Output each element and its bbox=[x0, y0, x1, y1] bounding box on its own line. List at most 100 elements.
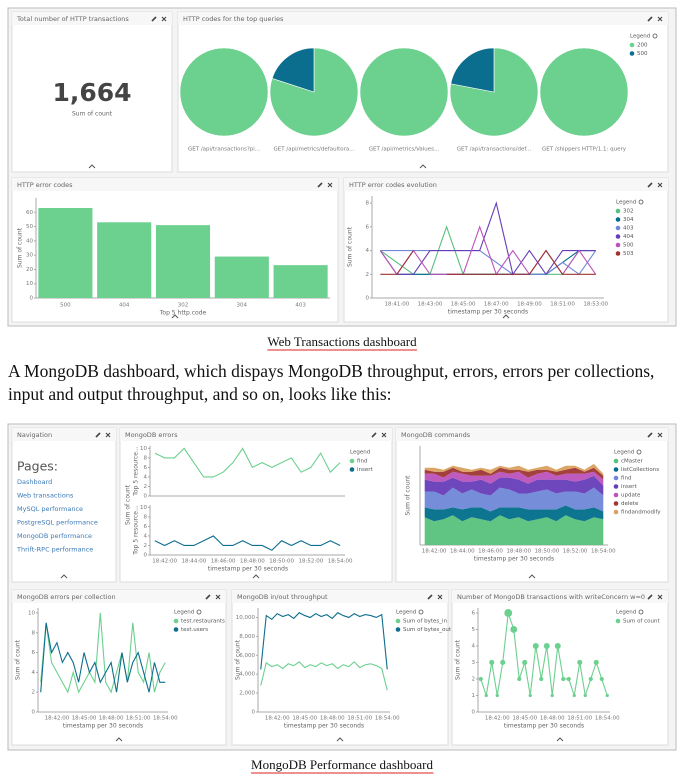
x-tick-label: 18:42:00 bbox=[45, 716, 70, 722]
y-tick-label: 2 bbox=[366, 272, 370, 278]
legend-swatch bbox=[613, 484, 619, 489]
legend-swatch bbox=[613, 475, 619, 481]
x-tick-label: 18:54:00 bbox=[595, 716, 620, 722]
legend-label[interactable]: Sum of count bbox=[623, 619, 660, 625]
legend-label[interactable]: update bbox=[621, 493, 641, 499]
legend-label[interactable]: 500 bbox=[623, 243, 634, 249]
nav-link[interactable]: Web transactions bbox=[17, 492, 74, 500]
x-tick-label: 18:42:00 bbox=[265, 716, 290, 722]
panel-title: MongoDB errors bbox=[125, 431, 178, 439]
y-tick-label: 10 bbox=[140, 505, 147, 511]
data-point bbox=[588, 676, 593, 682]
legend-label[interactable]: 302 bbox=[623, 209, 634, 215]
pie-slice bbox=[179, 47, 269, 137]
expand-icon bbox=[419, 164, 427, 169]
close-icon[interactable] bbox=[161, 16, 167, 22]
edit-icon[interactable] bbox=[371, 432, 377, 438]
legend-gear bbox=[196, 609, 202, 615]
y-tick-label: 8 bbox=[144, 514, 148, 520]
x-axis-label: timestamp per 30 seconds bbox=[208, 566, 288, 573]
edit-icon[interactable] bbox=[647, 16, 653, 22]
x-axis-label: timestamp per 30 seconds bbox=[284, 723, 364, 730]
legend-swatch bbox=[615, 225, 621, 231]
data-point bbox=[561, 676, 566, 682]
y-tick-label: 10 bbox=[140, 446, 147, 452]
legend-label[interactable]: insert bbox=[621, 484, 638, 490]
legend-label[interactable]: insert bbox=[357, 467, 374, 473]
nav-link[interactable]: PostgreSQL performance bbox=[17, 519, 98, 527]
close-icon[interactable] bbox=[381, 432, 387, 438]
legend-label[interactable]: 200 bbox=[637, 43, 648, 49]
x-tick-label: 18:54:00 bbox=[591, 549, 616, 555]
x-tick-label: 18:50:00 bbox=[269, 559, 294, 565]
close-icon[interactable] bbox=[215, 594, 221, 600]
legend-label[interactable]: 403 bbox=[623, 226, 634, 232]
panel-header bbox=[396, 428, 668, 441]
panel-title: HTTP error codes bbox=[17, 181, 73, 189]
edit-icon[interactable] bbox=[647, 594, 653, 600]
y-axis-label: Sum of count bbox=[17, 227, 24, 268]
panel-header bbox=[12, 428, 116, 441]
close-icon[interactable] bbox=[105, 432, 111, 438]
edit-icon[interactable] bbox=[647, 182, 653, 188]
legend-label[interactable]: find bbox=[621, 476, 631, 482]
edit-icon[interactable] bbox=[427, 594, 433, 600]
metric-label: Sum of count bbox=[72, 111, 113, 118]
legend-label[interactable]: Sum of bytes_out bbox=[403, 627, 452, 633]
area bbox=[424, 471, 604, 486]
series-line bbox=[380, 250, 597, 276]
legend-label[interactable]: find bbox=[357, 459, 367, 465]
legend-label[interactable]: 304 bbox=[623, 217, 634, 223]
edit-icon[interactable] bbox=[151, 16, 157, 22]
legend-title: Legend bbox=[630, 34, 650, 40]
panel-header bbox=[344, 178, 668, 191]
area bbox=[424, 505, 604, 522]
expand-icon bbox=[115, 737, 123, 742]
nav-link[interactable]: Dashboard bbox=[17, 478, 52, 486]
y-tick-label: 2 bbox=[144, 543, 148, 549]
edit-icon[interactable] bbox=[95, 432, 101, 438]
y-tick-label: 2 bbox=[472, 676, 476, 682]
x-tick-label: 18:52:00 bbox=[299, 559, 324, 565]
close-icon[interactable] bbox=[327, 182, 333, 188]
legend-label[interactable]: 404 bbox=[623, 234, 634, 240]
legend-swatch bbox=[615, 234, 621, 239]
close-icon[interactable] bbox=[657, 594, 663, 600]
x-tick-label: 18:48:00 bbox=[540, 716, 565, 722]
legend-label[interactable]: 500 bbox=[637, 51, 648, 57]
close-icon[interactable] bbox=[657, 432, 663, 438]
x-tick-label: 18:49:00 bbox=[517, 302, 542, 308]
data-point bbox=[522, 659, 528, 666]
pie-label: GET /api/metrics/Values... bbox=[369, 147, 440, 153]
expand-icon bbox=[88, 164, 96, 169]
y-tick-label: 6 bbox=[32, 650, 36, 656]
legend-title: Legend bbox=[396, 610, 416, 616]
close-icon[interactable] bbox=[657, 182, 663, 188]
legend-swatch bbox=[613, 467, 619, 472]
data-point bbox=[599, 676, 604, 682]
edit-icon[interactable] bbox=[647, 432, 653, 438]
close-icon[interactable] bbox=[657, 16, 663, 22]
nav-link[interactable]: Thrift-RPC performance bbox=[16, 546, 93, 554]
x-tick-label: 18:48:00 bbox=[99, 716, 124, 722]
data-point bbox=[572, 693, 576, 698]
y-axis-label: Sum of count bbox=[125, 484, 132, 525]
legend-label[interactable]: delete bbox=[621, 501, 639, 507]
panel-header bbox=[178, 12, 668, 25]
edit-icon[interactable] bbox=[205, 594, 211, 600]
x-tick-label: 18:51:00 bbox=[126, 716, 151, 722]
y-tick-label: 0 bbox=[30, 296, 34, 302]
nav-link[interactable]: MySQL performance bbox=[17, 505, 83, 513]
nav-link[interactable]: MongoDB performance bbox=[17, 532, 92, 540]
panel-header bbox=[12, 178, 338, 191]
legend-label[interactable]: listCollections bbox=[621, 467, 659, 473]
legend-label[interactable]: Sum of bytes_in bbox=[403, 619, 448, 625]
close-icon[interactable] bbox=[437, 594, 443, 600]
legend-label[interactable]: 503 bbox=[623, 251, 634, 257]
legend-label[interactable]: test.restaurants bbox=[181, 619, 225, 625]
legend-label[interactable]: findandmodify bbox=[621, 510, 661, 516]
edit-icon[interactable] bbox=[317, 182, 323, 188]
legend-label[interactable]: cMaster bbox=[621, 459, 644, 465]
y-tick-label: 0 bbox=[252, 710, 256, 716]
legend-label[interactable]: test.users bbox=[181, 627, 208, 633]
